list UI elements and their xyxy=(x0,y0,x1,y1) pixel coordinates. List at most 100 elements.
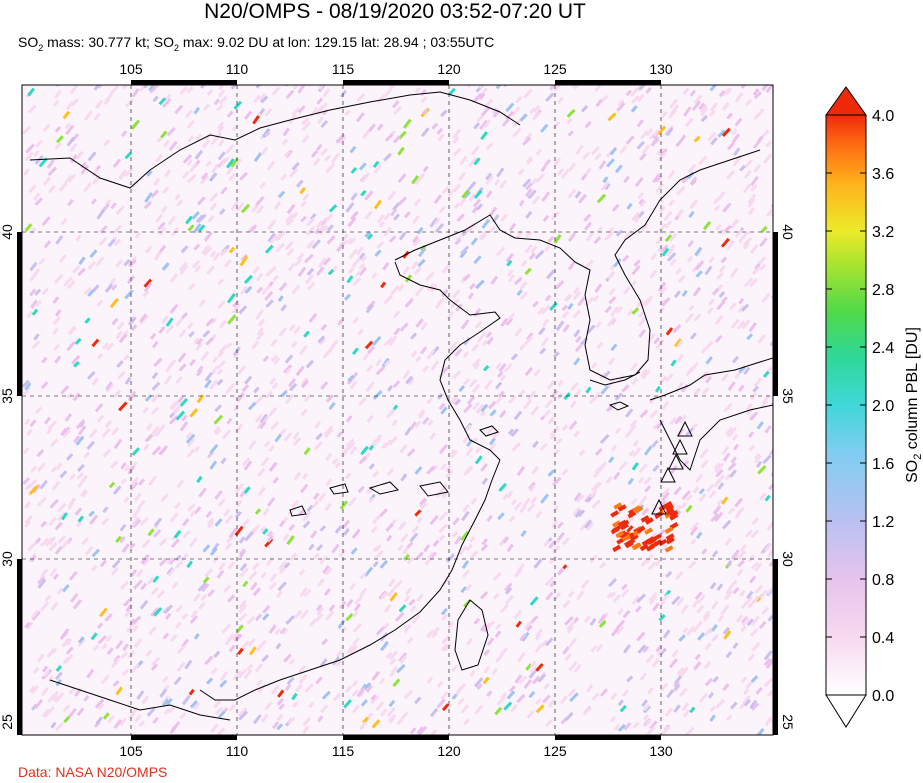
retrieval-pixel xyxy=(656,147,665,156)
retrieval-pixel xyxy=(763,657,772,667)
retrieval-pixel xyxy=(278,282,288,292)
retrieval-pixel xyxy=(151,372,159,380)
retrieval-pixel xyxy=(471,343,480,352)
retrieval-pixel xyxy=(673,675,683,685)
retrieval-pixel xyxy=(660,487,670,498)
retrieval-pixel xyxy=(702,220,712,231)
retrieval-pixel xyxy=(174,621,182,629)
retrieval-pixel xyxy=(494,706,503,716)
retrieval-pixel xyxy=(572,309,581,319)
retrieval-pixel xyxy=(413,266,422,275)
retrieval-pixel xyxy=(655,182,665,193)
retrieval-pixel xyxy=(524,621,532,630)
retrieval-pixel xyxy=(140,516,149,526)
retrieval-pixel xyxy=(156,589,166,599)
retrieval-pixel xyxy=(352,704,360,714)
retrieval-pixel xyxy=(248,440,257,451)
retrieval-pixel xyxy=(115,640,124,650)
retrieval-pixel xyxy=(301,121,312,131)
retrieval-pixel xyxy=(96,414,105,423)
retrieval-pixel xyxy=(693,661,702,671)
retrieval-pixel xyxy=(306,504,314,513)
retrieval-pixel xyxy=(665,327,674,336)
retrieval-pixel xyxy=(301,117,309,126)
retrieval-pixel xyxy=(233,100,243,110)
retrieval-pixel xyxy=(652,602,660,612)
retrieval-pixel xyxy=(216,360,226,370)
retrieval-pixel xyxy=(751,641,761,652)
retrieval-pixel xyxy=(731,133,741,144)
retrieval-pixel xyxy=(582,151,591,160)
retrieval-pixel xyxy=(553,157,562,166)
retrieval-pixel xyxy=(471,383,481,394)
retrieval-pixel xyxy=(717,482,725,490)
retrieval-pixel xyxy=(131,516,140,527)
colorbar-label-2.0: 2.0 xyxy=(872,398,894,415)
retrieval-pixel xyxy=(759,589,768,599)
retrieval-pixel xyxy=(478,85,488,89)
retrieval-pixel xyxy=(643,445,653,456)
retrieval-pixel xyxy=(328,604,336,612)
retrieval-pixel xyxy=(765,85,773,94)
retrieval-pixel xyxy=(312,492,320,501)
retrieval-pixel xyxy=(702,613,711,622)
retrieval-pixel xyxy=(376,626,385,636)
retrieval-pixel xyxy=(651,658,660,668)
retrieval-pixel xyxy=(238,599,247,610)
retrieval-pixel xyxy=(639,409,649,419)
retrieval-pixel xyxy=(144,245,153,254)
retrieval-pixel xyxy=(667,252,677,262)
retrieval-pixel xyxy=(642,713,650,721)
retrieval-pixel xyxy=(230,200,239,211)
retrieval-pixel xyxy=(731,355,739,364)
retrieval-pixel xyxy=(753,91,762,100)
retrieval-pixel xyxy=(205,510,213,518)
retrieval-pixel xyxy=(299,345,308,356)
retrieval-pixel xyxy=(214,404,223,413)
retrieval-pixel xyxy=(295,365,305,377)
retrieval-pixel xyxy=(372,160,380,169)
retrieval-pixel xyxy=(563,293,572,302)
retrieval-pixel xyxy=(440,691,449,700)
retrieval-pixel xyxy=(358,455,367,465)
retrieval-pixel xyxy=(256,327,265,336)
retrieval-pixel xyxy=(116,321,125,330)
retrieval-pixel xyxy=(345,438,355,448)
retrieval-pixel xyxy=(31,609,40,619)
retrieval-pixel xyxy=(192,223,202,234)
retrieval-pixel xyxy=(270,684,280,695)
retrieval-pixel xyxy=(300,408,308,417)
coast-japan-kyushu xyxy=(649,357,773,401)
retrieval-pixel xyxy=(530,245,538,254)
retrieval-pixel xyxy=(524,244,533,254)
retrieval-pixel xyxy=(519,505,527,514)
retrieval-pixel xyxy=(137,499,146,510)
retrieval-pixel xyxy=(467,181,477,192)
retrieval-pixel xyxy=(46,427,53,435)
retrieval-pixel xyxy=(648,591,658,602)
retrieval-pixel xyxy=(285,89,295,100)
retrieval-pixel xyxy=(143,278,153,288)
retrieval-pixel xyxy=(367,345,375,355)
retrieval-pixel xyxy=(698,492,707,502)
retrieval-pixel xyxy=(58,254,67,263)
retrieval-pixel xyxy=(446,621,454,629)
retrieval-pixel xyxy=(441,634,451,645)
retrieval-pixel xyxy=(466,395,476,405)
retrieval-pixel xyxy=(71,98,79,107)
retrieval-pixel xyxy=(83,287,92,296)
retrieval-pixel xyxy=(544,294,552,302)
retrieval-pixel xyxy=(465,583,473,592)
retrieval-pixel xyxy=(262,355,270,363)
retrieval-pixel xyxy=(77,425,87,436)
retrieval-pixel xyxy=(316,544,324,552)
retrieval-pixel xyxy=(112,680,120,687)
retrieval-pixel xyxy=(42,123,51,132)
retrieval-pixel xyxy=(449,448,457,456)
retrieval-pixel xyxy=(612,544,622,553)
retrieval-pixel xyxy=(319,338,326,345)
retrieval-pixel xyxy=(546,269,556,280)
retrieval-pixel xyxy=(729,469,737,478)
retrieval-pixel xyxy=(722,519,732,530)
retrieval-pixel xyxy=(594,283,603,293)
